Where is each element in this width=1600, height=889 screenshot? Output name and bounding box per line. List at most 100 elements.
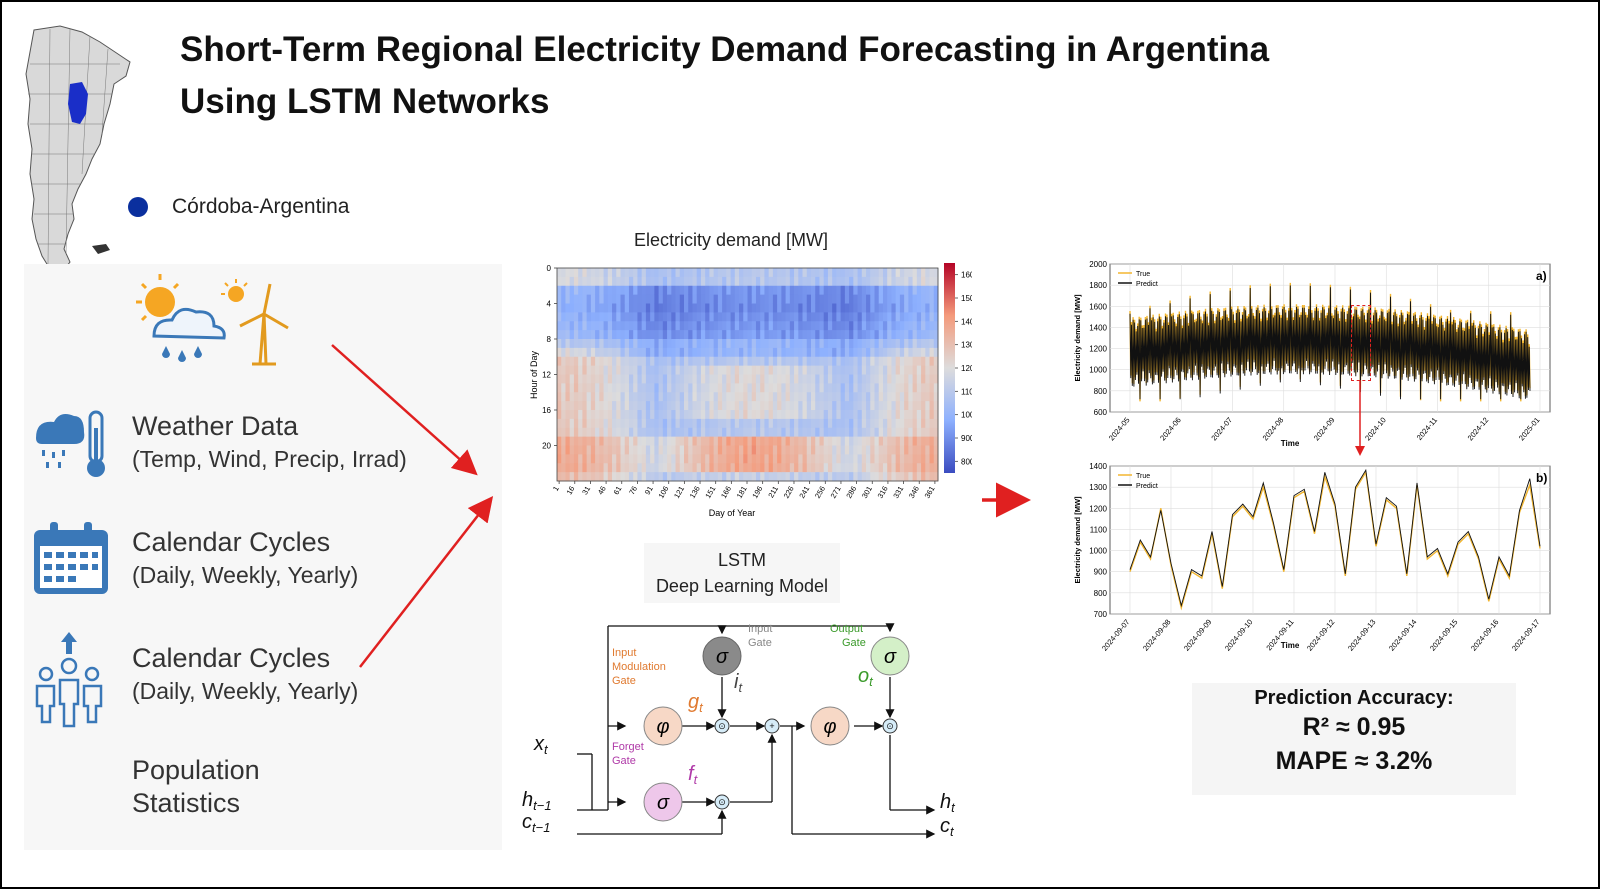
heatmap-cell: [866, 383, 871, 393]
heatmap-cell: [819, 472, 825, 482]
heatmap-cell: [734, 392, 740, 402]
heatmap-cell: [861, 276, 867, 287]
heatmap-cell: [933, 268, 939, 278]
heatmap-cell: [654, 392, 659, 402]
heatmap-cell: [743, 276, 748, 287]
heatmap-cell: [755, 392, 761, 402]
heatmap-cell: [722, 410, 727, 420]
heatmap-cell: [929, 392, 935, 402]
xtick-label: 2024-07: [1209, 416, 1234, 443]
heatmap-cell: [882, 401, 888, 411]
var-g: gt: [688, 691, 704, 715]
heatmap-cell: [700, 339, 706, 349]
heatmap-cell: [671, 436, 676, 446]
heatmap-cell: [777, 303, 782, 313]
heatmap-cell: [561, 294, 566, 304]
heatmap-cell: [637, 294, 643, 304]
heatmap-cell: [908, 410, 913, 420]
heatmap-cell: [582, 285, 588, 296]
heatmap-cell: [726, 374, 731, 384]
dot-3: ⊙: [886, 721, 894, 731]
heatmap-cell: [599, 374, 604, 384]
heatmap-cell: [921, 436, 926, 446]
heatmap-cell: [628, 365, 634, 375]
heatmap-cell: [696, 445, 702, 455]
heatmap-cell: [671, 303, 676, 313]
heatmap-cell: [607, 445, 613, 455]
heatmap-cell: [624, 330, 630, 340]
heatmap-cell: [645, 365, 651, 375]
heatmap-cell: [840, 383, 846, 393]
heatmap-cell: [726, 312, 731, 322]
heatmap-cell: [908, 472, 913, 482]
heatmap-cell: [569, 268, 575, 278]
heatmap-cell: [586, 436, 592, 446]
modulation-gate-label-3: Gate: [612, 675, 636, 687]
heatmap-cell: [921, 392, 926, 402]
heatmap-cell: [811, 392, 816, 402]
heatmap-cell: [679, 374, 685, 384]
heatmap-cell: [650, 436, 655, 446]
xtick-label: 2024-09-13: [1346, 618, 1378, 653]
heatmap-cell: [645, 410, 651, 420]
heatmap-cell: [662, 401, 668, 411]
heatmap-cell: [857, 347, 863, 358]
heatmap-cell: [641, 339, 647, 349]
heatmap-cell: [603, 445, 609, 455]
heatmap-cell: [586, 472, 592, 482]
heatmap-cell: [777, 276, 782, 287]
heatmap-cell: [874, 365, 880, 375]
heatmap-cell: [929, 312, 935, 322]
heatmap-cell: [777, 383, 782, 393]
heatmap-cell: [650, 454, 655, 464]
heatmap-cell: [819, 321, 825, 331]
heatmap-cell: [904, 418, 909, 429]
heatmap-cell: [675, 401, 681, 411]
heatmap-cell: [624, 347, 630, 358]
heatmap-cell: [768, 347, 774, 358]
heatmap-cell: [789, 294, 795, 304]
heatmap-cell: [612, 276, 617, 287]
heatmap-cell: [603, 321, 609, 331]
heatmap-cell: [628, 294, 634, 304]
heatmap-cell: [616, 454, 621, 464]
heatmap-cell: [734, 374, 740, 384]
heatmap-cell: [590, 436, 596, 446]
heatmap-cell: [912, 330, 918, 340]
heatmap-cell: [684, 365, 689, 375]
heatmap-cell: [565, 463, 571, 473]
heatmap-cell: [751, 285, 757, 296]
heatmap-cell: [781, 339, 786, 349]
heatmap-cell: [874, 374, 880, 384]
heatmap-cell: [798, 356, 803, 367]
heatmap-cell: [794, 418, 799, 429]
heatmap-cell: [599, 303, 604, 313]
heatmap-cell: [895, 472, 901, 482]
heatmap-cell: [882, 303, 888, 313]
heatmap-cell: [755, 268, 761, 278]
heatmap-cell: [794, 454, 799, 464]
ytick-label: 1400: [1089, 462, 1107, 471]
heatmap-cell: [713, 365, 719, 375]
heatmap-cell: [717, 356, 723, 367]
input-weather: Weather Data (Temp, Wind, Precip, Irrad): [132, 410, 407, 475]
heatmap-cell: [806, 312, 812, 322]
heatmap-cell: [607, 276, 613, 287]
heatmap-cell: [921, 285, 926, 296]
heatmap-cell: [887, 339, 892, 349]
heatmap-cell: [916, 303, 922, 313]
heatmap-cell: [912, 312, 918, 322]
heatmap-cell: [688, 365, 693, 375]
heatmap-cell: [616, 472, 621, 482]
heatmap-cell: [688, 445, 693, 455]
heatmap-cell: [616, 383, 621, 393]
heatmap-cell: [789, 356, 795, 367]
heatmap-cell: [667, 472, 672, 482]
heatmap-cell: [620, 312, 626, 322]
heatmap-cell: [849, 285, 854, 296]
heatmap-cell: [861, 463, 867, 473]
heatmap-cell: [870, 401, 875, 411]
heatmap-cell: [891, 392, 897, 402]
heatmap-ytick-label: 16: [542, 406, 551, 415]
heatmap-cell: [832, 374, 837, 384]
